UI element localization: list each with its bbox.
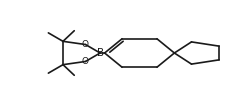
Text: O: O [82, 40, 89, 49]
Text: B: B [97, 48, 104, 58]
Text: O: O [82, 57, 89, 66]
